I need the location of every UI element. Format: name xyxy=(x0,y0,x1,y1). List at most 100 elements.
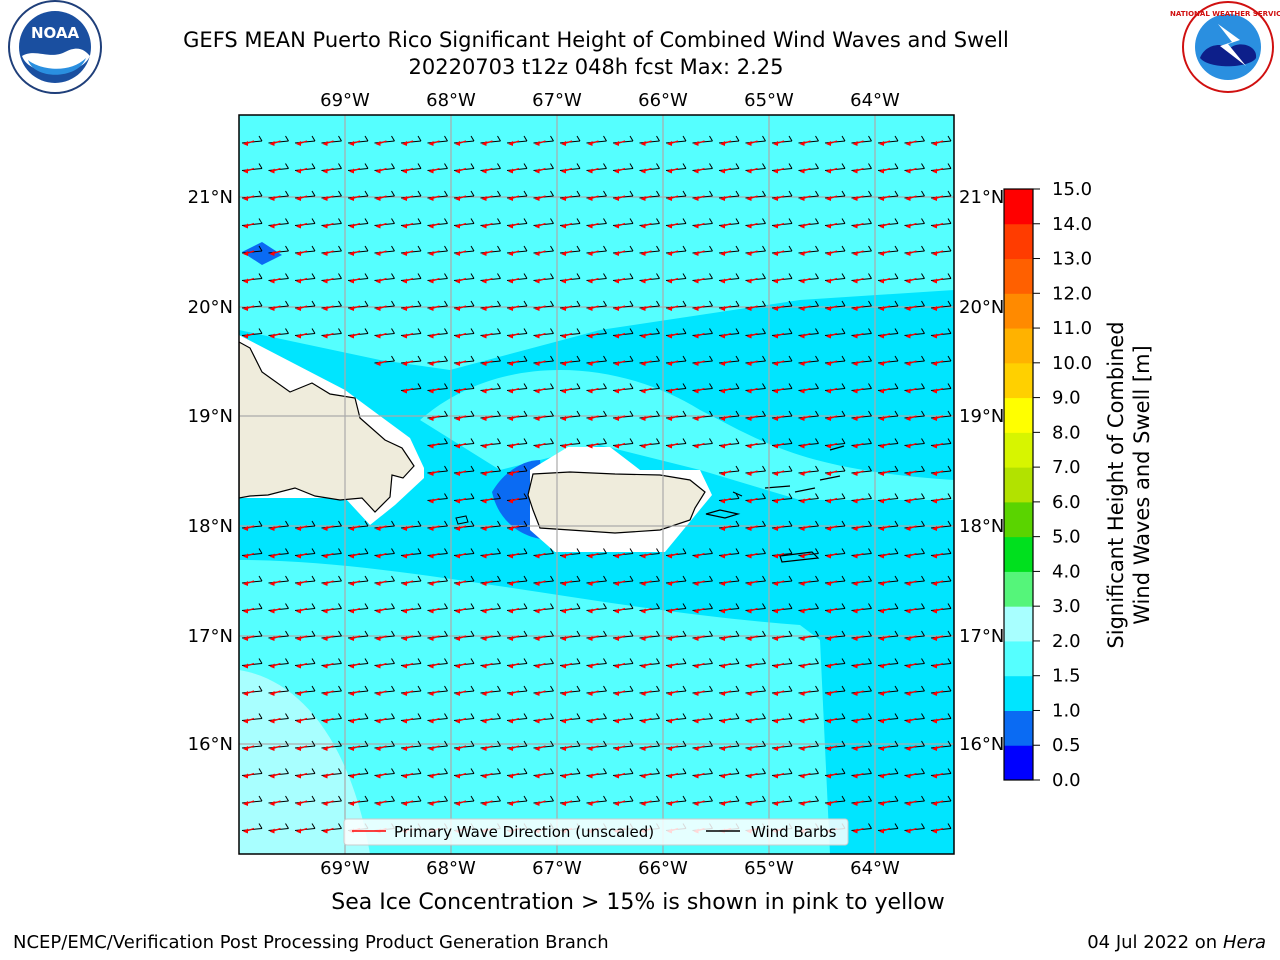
colorbar-segment xyxy=(1004,536,1033,572)
vector-mark xyxy=(400,630,422,641)
vector-mark xyxy=(851,218,872,229)
vector-mark xyxy=(586,713,607,724)
colorbar-frame xyxy=(1003,188,1034,781)
vector-mark xyxy=(798,410,819,421)
lat-labels-left: 21°N 20°N 19°N 18°N 17°N 16°N xyxy=(188,187,233,755)
colorbar-tick-label: 4.0 xyxy=(1052,561,1081,582)
vector-mark xyxy=(851,465,872,476)
vector-mark xyxy=(824,548,846,559)
vector-mark xyxy=(771,630,793,641)
vector-mark xyxy=(294,658,316,669)
vector-mark xyxy=(374,603,395,614)
noaa-logo: NOAA xyxy=(8,0,102,94)
vector-mark xyxy=(400,713,422,724)
vector-mark xyxy=(930,245,952,256)
vector-mark xyxy=(506,630,528,641)
vector-mark xyxy=(427,438,448,449)
vector-mark xyxy=(877,575,899,586)
lon-label-bottom: 67°W xyxy=(532,858,582,879)
vector-mark xyxy=(533,603,554,614)
vector-mark xyxy=(506,163,528,174)
colorbar-label: Significant Height of Combined Wind Wave… xyxy=(1104,321,1154,648)
vector-mark xyxy=(718,383,740,394)
vector-mark xyxy=(427,768,448,779)
vector-mark xyxy=(321,163,342,174)
vector-mark xyxy=(347,300,369,311)
lat-label-right: 19°N xyxy=(959,406,1004,427)
vector-mark xyxy=(374,520,395,531)
vector-mark xyxy=(453,190,475,201)
vector-mark xyxy=(798,795,819,806)
vector-mark xyxy=(506,548,528,559)
vector-mark xyxy=(612,383,634,394)
vector-mark xyxy=(453,575,475,586)
vector-mark xyxy=(639,575,660,586)
vector-mark xyxy=(268,300,289,311)
vector-mark xyxy=(798,163,819,174)
vector-mark xyxy=(824,383,846,394)
vector-mark xyxy=(559,630,581,641)
vector-mark xyxy=(639,548,660,559)
vector-mark xyxy=(930,438,952,449)
vector-mark xyxy=(851,548,872,559)
vector-mark xyxy=(321,823,342,834)
vector-mark xyxy=(745,520,766,531)
legend-barb-label: Wind Barbs xyxy=(751,823,837,841)
vector-mark xyxy=(347,603,369,614)
vector-mark xyxy=(692,383,713,394)
vector-mark xyxy=(321,603,342,614)
vector-mark xyxy=(480,548,501,559)
vector-mark xyxy=(851,493,872,504)
vector-mark xyxy=(851,328,872,339)
lat-label-right: 18°N xyxy=(959,516,1004,537)
vector-mark xyxy=(268,603,289,614)
vector-mark xyxy=(480,218,501,229)
vector-mark xyxy=(798,135,819,146)
vector-mark xyxy=(824,740,846,751)
vector-mark xyxy=(665,685,687,696)
vector-mark xyxy=(745,603,766,614)
sea-ice-note: Sea Ice Concentration > 15% is shown in … xyxy=(331,890,945,915)
vector-mark xyxy=(824,603,846,614)
vector-mark xyxy=(559,603,581,614)
vector-mark xyxy=(533,383,554,394)
vector-mark xyxy=(480,658,501,669)
vector-mark xyxy=(427,603,448,614)
vector-mark xyxy=(506,135,528,146)
vector-mark xyxy=(824,273,846,284)
colorbar-segment xyxy=(1004,397,1033,433)
vector-mark xyxy=(904,383,925,394)
vector-mark xyxy=(347,273,369,284)
vector-mark xyxy=(745,740,766,751)
vector-mark xyxy=(480,493,501,504)
vector-mark xyxy=(745,135,766,146)
vector-mark xyxy=(718,438,740,449)
vector-mark xyxy=(877,740,899,751)
vector-mark xyxy=(798,740,819,751)
vector-mark xyxy=(453,383,475,394)
vector-mark xyxy=(692,328,713,339)
vector-mark xyxy=(374,795,395,806)
vector-mark xyxy=(533,190,554,201)
vector-mark xyxy=(533,795,554,806)
vector-mark xyxy=(692,438,713,449)
vector-mark xyxy=(480,603,501,614)
colorbar-tick-label: 6.0 xyxy=(1052,492,1081,513)
vector-mark xyxy=(612,245,634,256)
vector-mark xyxy=(718,795,740,806)
vector-mark xyxy=(665,658,687,669)
vector-mark xyxy=(427,135,448,146)
vector-mark xyxy=(533,548,554,559)
colorbar-segment xyxy=(1004,293,1033,329)
vector-mark xyxy=(586,548,607,559)
vector-mark xyxy=(241,520,263,531)
vector-mark xyxy=(798,245,819,256)
vector-mark xyxy=(639,410,660,421)
vector-mark xyxy=(453,218,475,229)
vector-mark xyxy=(480,135,501,146)
vector-mark xyxy=(665,438,687,449)
vector-mark xyxy=(427,548,448,559)
vector-mark xyxy=(241,328,263,339)
vector-mark xyxy=(877,520,899,531)
svg-text:NATIONAL WEATHER SERVICE: NATIONAL WEATHER SERVICE xyxy=(1170,10,1280,18)
